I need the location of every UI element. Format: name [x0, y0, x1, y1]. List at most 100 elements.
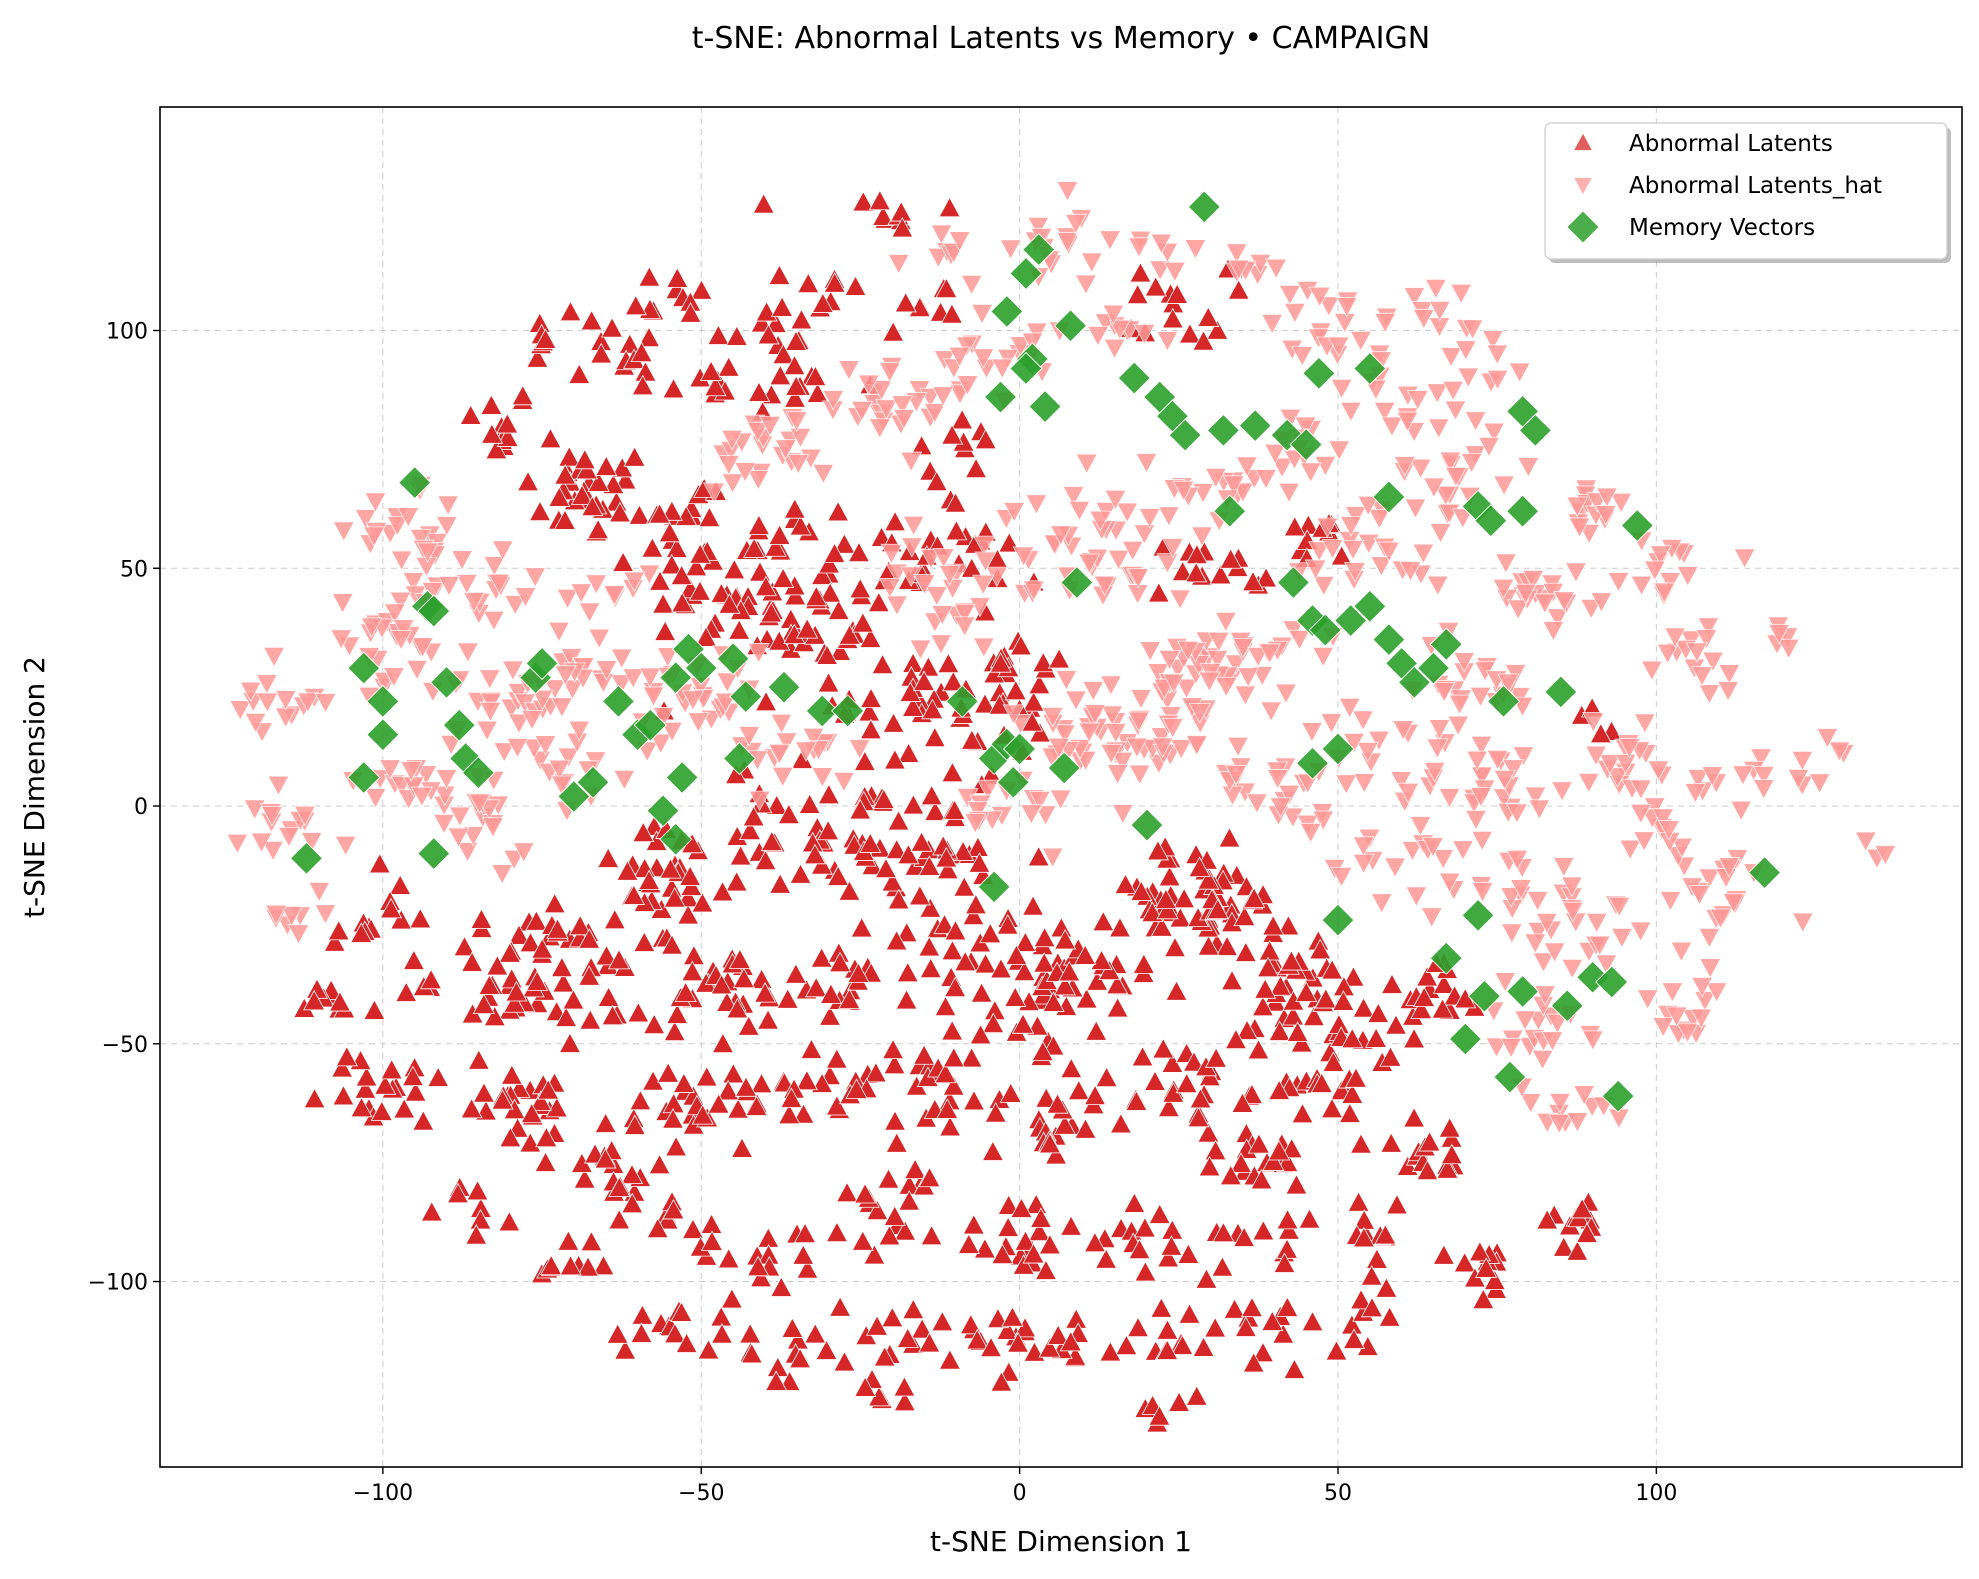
abnormal-latent-point: [1251, 1341, 1275, 1363]
memory-vector-point: [1289, 427, 1323, 462]
abnormal-latent-hat-point: [1103, 338, 1126, 360]
abnormal-latent-point: [806, 382, 829, 403]
abnormal-latent-point: [1086, 970, 1109, 991]
abnormal-latent-hat-point: [475, 720, 499, 742]
abnormal-latent-hat-point: [747, 469, 770, 491]
abnormal-latent-point: [883, 1205, 906, 1226]
memory-vector-point: [1550, 989, 1584, 1023]
abnormal-latent-point: [737, 1015, 760, 1036]
abnormal-latent-hat-point: [1542, 621, 1565, 642]
abnormal-latent-point: [363, 999, 386, 1020]
abnormal-latent-hat-point: [392, 619, 415, 640]
abnormal-latent-hat-point: [1528, 799, 1551, 820]
abnormal-latent-hat-point: [1025, 494, 1048, 515]
abnormal-latent-hat-point: [1444, 466, 1468, 488]
abnormal-latent-hat-point: [1078, 553, 1101, 575]
memory-vector-point: [1060, 565, 1094, 600]
abnormal-latent-point: [543, 892, 566, 914]
abnormal-latent-hat-point: [1393, 456, 1416, 477]
abnormal-latent-point: [881, 870, 904, 892]
abnormal-latent-point: [1295, 981, 1318, 1002]
abnormal-latent-point: [835, 1181, 859, 1203]
abnormal-latent-hat-point: [1370, 556, 1393, 577]
abnormal-latent-point: [778, 1370, 801, 1391]
abnormal-latent-point: [1147, 581, 1170, 603]
abnormal-latent-hat-point: [1513, 1010, 1537, 1031]
abnormal-latent-hat-point: [1147, 663, 1170, 684]
memory-vector-point: [1009, 256, 1043, 291]
memory-vector-point: [996, 765, 1030, 799]
abnormal-latent-hat-point: [610, 674, 633, 695]
memory-vector-point: [659, 822, 693, 857]
abnormal-latent-point: [548, 486, 571, 507]
abnormal-latent-point: [1035, 1087, 1058, 1108]
abnormal-latent-point: [1352, 997, 1375, 1018]
abnormal-latent-hat-point: [1135, 453, 1158, 474]
abnormal-latent-point: [648, 570, 672, 591]
abnormal-latent-hat-point: [1274, 683, 1298, 705]
abnormal-latent-point: [1206, 898, 1229, 919]
abnormal-latent-point: [553, 509, 577, 530]
abnormal-latent-hat-point: [1128, 764, 1151, 786]
abnormal-latent-hat-point: [991, 358, 1014, 380]
abnormal-latent-point: [671, 591, 694, 613]
plot-frame: [159, 106, 1963, 1468]
abnormal-latent-hat-point: [462, 591, 486, 613]
abnormal-latent-hat-point: [1647, 760, 1670, 781]
abnormal-latent-hat-point: [1422, 477, 1446, 499]
abnormal-latent-hat-point: [1214, 611, 1237, 633]
abnormal-latent-hat-point: [1451, 508, 1474, 529]
memory-vector-point: [1448, 1022, 1483, 1056]
abnormal-latent-point: [827, 599, 850, 620]
abnormal-latent-point: [1014, 931, 1037, 952]
abnormal-latent-hat-point: [868, 418, 891, 439]
abnormal-latent-point: [1047, 1324, 1070, 1345]
abnormal-latent-point: [503, 992, 526, 1013]
abnormal-latent-hat-point: [660, 721, 684, 743]
abnormal-latent-point: [962, 1213, 985, 1235]
abnormal-latent-hat-point: [1469, 787, 1493, 808]
abnormal-latent-point: [1410, 998, 1433, 1020]
abnormal-latent-hat-point: [1535, 912, 1558, 934]
abnormal-latent-hat-point: [1068, 500, 1091, 522]
abnormal-latent-point: [881, 1038, 905, 1060]
y-tick-label: 0: [134, 795, 148, 820]
abnormal-latent-point: [660, 500, 683, 521]
abnormal-latent-hat-point: [1828, 741, 1851, 762]
abnormal-latent-point: [393, 1097, 416, 1119]
abnormal-latent-point: [918, 855, 941, 876]
abnormal-latent-hat-point: [1335, 774, 1358, 795]
abnormal-latent-point: [1048, 647, 1071, 669]
memory-vector-point: [1238, 408, 1272, 443]
abnormal-latent-hat-point: [1405, 886, 1428, 907]
abnormal-latent-point: [747, 514, 771, 535]
abnormal-latent-hat-point: [1245, 793, 1269, 814]
abnormal-latent-point: [621, 1192, 644, 1214]
abnormal-latent-hat-point: [435, 769, 458, 790]
abnormal-latent-point: [600, 317, 624, 338]
abnormal-latent-hat-point: [1064, 690, 1088, 712]
abnormal-latent-point: [460, 951, 484, 972]
abnormal-latent-point: [546, 918, 569, 939]
abnormal-latent-point: [1330, 544, 1353, 566]
abnormal-latent-hat-point: [1524, 786, 1547, 808]
abnormal-latent-point: [941, 1019, 964, 1041]
abnormal-latent-hat-point: [411, 637, 434, 658]
abnormal-latent-point: [1247, 1038, 1270, 1060]
abnormal-latent-point: [966, 1328, 989, 1350]
abnormal-latent-point: [460, 1097, 483, 1119]
abnormal-latent-point: [981, 1140, 1005, 1161]
abnormal-latent-point: [882, 321, 905, 342]
abnormal-latent-hat-point: [226, 833, 249, 855]
abnormal-latent-point: [754, 575, 778, 597]
y-tick-label: 100: [106, 319, 148, 344]
abnormal-latent-hat-point: [400, 761, 423, 782]
abnormal-latent-hat-point: [1701, 766, 1724, 787]
legend-item-memory-vectors-label: Memory Vectors: [1629, 215, 1815, 241]
abnormal-latent-point: [350, 1096, 373, 1118]
abnormal-latent-hat-point: [811, 767, 834, 788]
abnormal-latent-point: [891, 216, 914, 238]
abnormal-latent-hat-point: [1367, 730, 1391, 752]
abnormal-latent-point: [1123, 1192, 1146, 1213]
abnormal-latent-point: [769, 873, 792, 894]
